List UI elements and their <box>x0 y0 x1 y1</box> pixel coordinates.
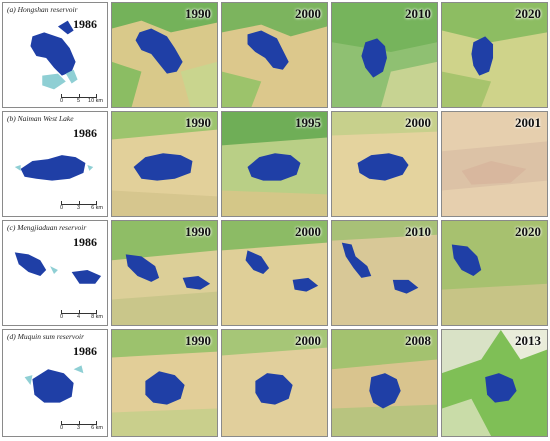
scale-bar: 0 5 10 km <box>60 91 103 105</box>
scale-bar: 0 3 6 km <box>60 198 103 212</box>
satellite-naiman-1990: 1990 <box>111 111 218 217</box>
satellite-muquin-2008: 2008 <box>331 329 438 437</box>
satellite-muquin-2000: 2000 <box>221 329 328 437</box>
satellite-hongshan-2010: 2010 <box>331 2 438 108</box>
water-extent-map <box>24 365 84 403</box>
satellite-naiman-1995: 1995 <box>221 111 328 217</box>
year-label: 2020 <box>515 6 541 21</box>
satellite-muquin-1990: 1990 <box>111 329 218 437</box>
map-naiman-1986: (b) Naiman West Lake 1986 0 3 6 km <box>2 111 108 217</box>
water-extent-map <box>30 20 78 90</box>
map-label: (c) Mengjiaduan reservoir <box>7 223 87 232</box>
satellite-mengjiaduan-1990: 1990 <box>111 220 218 326</box>
map-label: (a) Hongshan reservoir <box>7 5 78 14</box>
map-year: 1986 <box>73 235 97 249</box>
satellite-naiman-2000: 2000 <box>331 111 438 217</box>
scale-bar: 0 4 8 km <box>60 307 103 321</box>
year-label: 1995 <box>295 115 321 130</box>
map-hongshan-1986: (a) Hongshan reservoir 1986 0 5 10 km <box>2 2 108 108</box>
year-label: 2013 <box>515 333 541 348</box>
year-label: 2010 <box>405 224 431 239</box>
map-label: (b) Naiman West Lake <box>7 114 74 123</box>
year-label: 2000 <box>295 6 321 21</box>
map-year: 1986 <box>73 344 97 358</box>
satellite-mengjiaduan-2020: 2020 <box>441 220 548 326</box>
satellite-mengjiaduan-2000: 2000 <box>221 220 328 326</box>
satellite-hongshan-2000: 2000 <box>221 2 328 108</box>
satellite-hongshan-2020: 2020 <box>441 2 548 108</box>
map-year: 1986 <box>73 17 97 31</box>
satellite-mengjiaduan-2010: 2010 <box>331 220 438 326</box>
scale-bar: 0 3 6 km <box>60 418 103 432</box>
year-label: 2010 <box>405 6 431 21</box>
map-year: 1986 <box>73 126 97 140</box>
year-label: 1990 <box>185 115 211 130</box>
year-label: 2008 <box>405 333 431 348</box>
year-label: 1990 <box>185 6 211 21</box>
map-mengjiaduan-1986: (c) Mengjiaduan reservoir 1986 0 4 8 km <box>2 220 108 326</box>
water-extent-map <box>14 155 94 181</box>
year-label: 2000 <box>405 115 431 130</box>
year-label: 2000 <box>295 333 321 348</box>
year-label: 1990 <box>185 333 211 348</box>
satellite-naiman-2001: 2001 <box>441 111 548 217</box>
map-muquin-1986: (d) Muquin sum reservoir 1986 0 3 6 km <box>2 329 108 437</box>
year-label: 1990 <box>185 224 211 239</box>
map-label: (d) Muquin sum reservoir <box>7 332 85 341</box>
year-label: 2020 <box>515 224 541 239</box>
satellite-hongshan-1990: 1990 <box>111 2 218 108</box>
year-label: 2001 <box>515 115 541 130</box>
year-label: 2000 <box>295 224 321 239</box>
water-extent-map <box>14 252 102 284</box>
satellite-muquin-2013: 2013 <box>441 329 548 437</box>
